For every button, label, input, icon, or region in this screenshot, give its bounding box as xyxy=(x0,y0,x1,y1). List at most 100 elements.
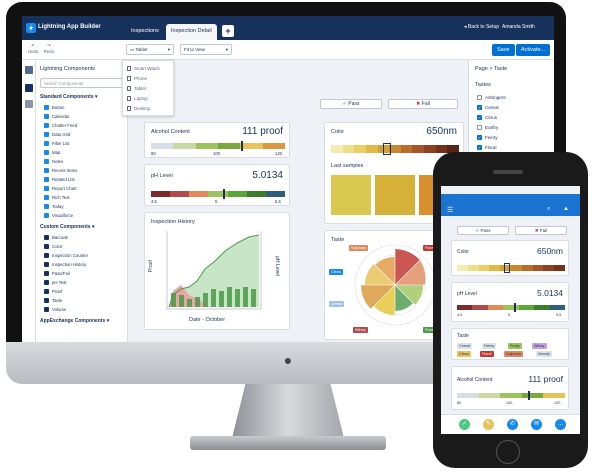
taste-option[interactable]: ✓ Cereal xyxy=(477,104,499,111)
search-icon[interactable]: ⌕ xyxy=(547,206,551,212)
taste-option[interactable]: ✓ Citrus xyxy=(477,114,497,121)
lightning-bolt-icon xyxy=(26,23,36,33)
component-item[interactable]: Today xyxy=(44,203,63,210)
component-search-input[interactable]: Search Components xyxy=(40,78,124,88)
check-icon[interactable]: ✓ xyxy=(459,419,470,430)
component-item[interactable]: Filter List xyxy=(44,140,69,147)
component-item[interactable]: Map xyxy=(44,149,60,156)
component-item[interactable]: Recent Items xyxy=(44,167,77,174)
component-icon xyxy=(44,168,49,173)
add-tab-icon[interactable]: + xyxy=(222,25,234,37)
taste-option[interactable]: ✓ Floral xyxy=(477,144,497,151)
components-icon[interactable] xyxy=(25,66,33,74)
taste-label-chip: Cereal xyxy=(329,301,345,307)
phone-ph-value: 5.0134 xyxy=(537,288,563,298)
chat-icon[interactable]: ✉ xyxy=(531,419,542,430)
device-option-tablet[interactable]: Tablet xyxy=(127,86,146,91)
breadcrumb[interactable]: Page > Taste xyxy=(475,66,508,72)
standard-components-heading[interactable]: Standard Components ▾ xyxy=(40,94,98,100)
taste-chip[interactable]: Citrus xyxy=(457,351,471,357)
phone-pass-button[interactable]: ✔ Pass xyxy=(457,226,509,235)
component-item[interactable]: Inspection Counter xyxy=(44,252,88,259)
checkbox[interactable]: ✓ xyxy=(477,145,482,150)
checkbox[interactable]: ✓ xyxy=(477,115,482,120)
menu-icon[interactable]: ☰ xyxy=(447,207,454,214)
phone-color-card[interactable]: Color 650nm xyxy=(451,240,569,276)
component-item[interactable]: Proof xyxy=(44,288,62,295)
left-icon-rail xyxy=(22,60,36,342)
alcohol-content-card[interactable]: Alcohol Content 111 proof 80 100 120 xyxy=(144,122,290,158)
notification-bell-icon[interactable]: ▲ xyxy=(563,206,569,212)
component-item[interactable]: Volume xyxy=(44,306,66,313)
component-item[interactable]: Pass/Fail xyxy=(44,270,70,277)
phone-fail-button[interactable]: ✖ Fail xyxy=(515,226,567,235)
device-option-label: Desktop xyxy=(134,106,151,111)
phone-home-button[interactable] xyxy=(496,440,520,464)
phone-call-icon[interactable]: ✆ xyxy=(507,419,518,430)
chatter-icon[interactable]: ✎ xyxy=(483,419,494,430)
taste-chip[interactable]: Sulphury xyxy=(504,351,523,357)
save-button[interactable]: Save xyxy=(492,44,515,56)
taste-chip[interactable]: Peaty xyxy=(508,343,522,349)
component-item[interactable]: Inspection History xyxy=(44,261,86,268)
phone-alcohol-gauge xyxy=(457,393,565,398)
component-label: Button xyxy=(52,105,65,110)
checkbox[interactable]: ✓ xyxy=(477,105,482,110)
phone-alcohol-tick: 120 xyxy=(554,401,561,405)
taste-option[interactable]: ✓ Feinty xyxy=(477,134,498,141)
phone-taste-card[interactable]: Taste Cereal Feinty Peaty Winey Citrus F… xyxy=(451,328,569,360)
tab-inspection-detail[interactable]: Inspection Detail xyxy=(166,24,217,40)
list-icon[interactable] xyxy=(25,100,33,108)
activate-button[interactable]: Activate... xyxy=(516,44,551,56)
user-menu[interactable]: Amanda Smith xyxy=(502,24,535,30)
component-item[interactable]: Related List xyxy=(44,176,75,183)
component-item[interactable]: Color xyxy=(44,243,62,250)
zoom-select[interactable]: Fit to View ▾ xyxy=(180,44,232,55)
taste-option[interactable]: Astringent xyxy=(477,94,506,101)
component-icon xyxy=(44,244,49,249)
component-item[interactable]: Taste xyxy=(44,297,62,304)
component-item[interactable]: pH Test xyxy=(44,279,67,286)
component-item[interactable]: Barcode xyxy=(44,234,68,241)
custom-components-heading[interactable]: Custom Components ▾ xyxy=(40,224,94,230)
pass-button[interactable]: ✔ Pass xyxy=(320,99,382,109)
component-item[interactable]: Calendar xyxy=(44,113,69,120)
undo-button[interactable]: ↶ Undo xyxy=(26,43,40,54)
back-to-setup-link[interactable]: ◂ Back to Setup xyxy=(464,24,500,30)
taste-option[interactable]: Earthy xyxy=(477,124,498,131)
info-icon[interactable] xyxy=(25,84,33,92)
phone-ph-card[interactable]: pH Level 5.0134 4.5 5 5.5 xyxy=(451,282,569,322)
component-item[interactable]: Rich Text xyxy=(44,194,70,201)
phone-alcohol-marker xyxy=(528,391,530,400)
component-label: Volume xyxy=(52,307,67,312)
device-option-desktop[interactable]: Desktop xyxy=(127,106,151,111)
tab-inspections[interactable]: Inspections xyxy=(131,28,159,34)
device-option-laptop[interactable]: Laptop xyxy=(127,96,148,101)
device-select[interactable]: ▭ Tablet ▾ xyxy=(126,44,174,55)
redo-button[interactable]: ↷ Redo xyxy=(42,43,56,54)
inspection-history-card[interactable]: Inspection History Proof p xyxy=(144,212,290,330)
fail-button[interactable]: ✖ Fail xyxy=(388,99,458,109)
taste-chip[interactable]: Feinty xyxy=(482,343,497,349)
device-option-smart-watch[interactable]: Smart Watch xyxy=(127,66,160,71)
component-item[interactable]: Notes xyxy=(44,158,63,165)
phone-alcohol-card[interactable]: Alcohol Content 111 proof 80 100 120 xyxy=(451,366,569,410)
appexchange-components-heading[interactable]: AppExchange Components ▾ xyxy=(40,318,109,324)
checkbox[interactable]: ✓ xyxy=(477,135,482,140)
alcohol-tick: 80 xyxy=(151,151,156,156)
component-item[interactable]: Button xyxy=(44,104,64,111)
component-item[interactable]: Visualforce xyxy=(44,212,73,219)
taste-chip[interactable]: Floral xyxy=(480,351,494,357)
more-icon[interactable]: … xyxy=(555,419,566,430)
ph-level-card[interactable]: pH Level 5.0134 4.5 5 5.5 xyxy=(144,164,290,206)
device-option-phone[interactable]: Phone xyxy=(127,76,147,81)
taste-chip[interactable]: Cereal xyxy=(457,343,473,349)
component-item[interactable]: Report Chart xyxy=(44,185,77,192)
taste-chip[interactable]: Winey xyxy=(532,343,547,349)
component-item[interactable]: Data Grid xyxy=(44,131,70,138)
checkbox[interactable] xyxy=(477,125,482,130)
checkbox[interactable] xyxy=(477,95,482,100)
component-item[interactable]: Chatter Feed xyxy=(44,122,77,129)
taste-chip[interactable]: Woody xyxy=(536,351,552,357)
component-icon xyxy=(44,159,49,164)
